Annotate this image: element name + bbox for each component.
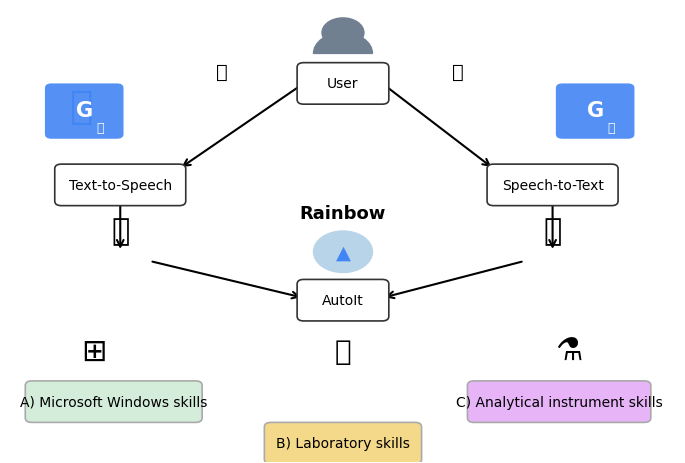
Text: AutoIt: AutoIt (322, 294, 364, 307)
Text: Text-to-Speech: Text-to-Speech (68, 179, 172, 193)
Circle shape (314, 232, 373, 273)
Text: G: G (75, 101, 92, 121)
FancyBboxPatch shape (297, 63, 389, 105)
FancyBboxPatch shape (25, 381, 202, 423)
FancyBboxPatch shape (45, 84, 123, 139)
Text: Rainbow: Rainbow (300, 204, 386, 222)
Text: 文: 文 (608, 121, 615, 134)
FancyBboxPatch shape (487, 165, 618, 206)
Circle shape (322, 19, 364, 48)
Text: 🖩: 🖩 (335, 337, 351, 365)
Text: 🔊: 🔊 (216, 63, 227, 82)
Text: 🔵: 🔵 (69, 88, 92, 126)
FancyBboxPatch shape (264, 423, 421, 463)
Text: 📄: 📄 (543, 217, 562, 246)
Wedge shape (314, 34, 373, 54)
Text: B) Laboratory skills: B) Laboratory skills (276, 436, 410, 450)
FancyBboxPatch shape (55, 165, 186, 206)
FancyBboxPatch shape (297, 280, 389, 321)
Text: Speech-to-Text: Speech-to-Text (501, 179, 603, 193)
Text: 📄: 📄 (111, 217, 129, 246)
Text: ▲: ▲ (336, 243, 351, 262)
FancyBboxPatch shape (467, 381, 651, 423)
Text: 🎤: 🎤 (451, 63, 464, 82)
Text: ⊞: ⊞ (82, 337, 107, 366)
Text: A) Microsoft Windows skills: A) Microsoft Windows skills (20, 395, 208, 409)
Text: 文: 文 (97, 121, 104, 134)
Text: G: G (586, 101, 603, 121)
Text: ⚗: ⚗ (556, 337, 583, 366)
Text: C) Analytical instrument skills: C) Analytical instrument skills (456, 395, 662, 409)
Text: User: User (327, 77, 359, 91)
FancyBboxPatch shape (556, 84, 634, 139)
